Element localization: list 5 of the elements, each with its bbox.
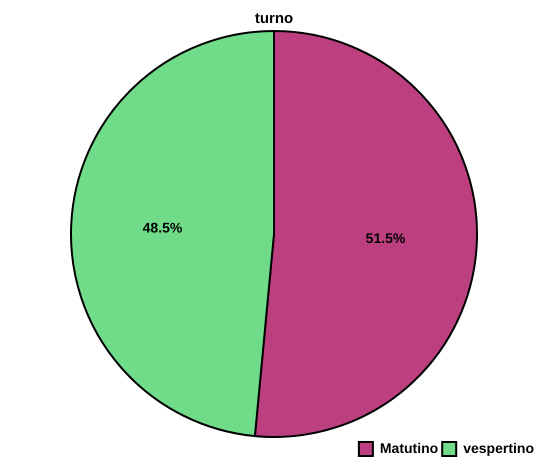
chart-title: turno bbox=[254, 10, 294, 28]
data-label: 51.5% bbox=[366, 230, 406, 246]
legend-label: Matutino bbox=[380, 440, 438, 456]
data-label: 48.5% bbox=[142, 220, 183, 236]
legend-label: vespertino bbox=[463, 440, 534, 456]
